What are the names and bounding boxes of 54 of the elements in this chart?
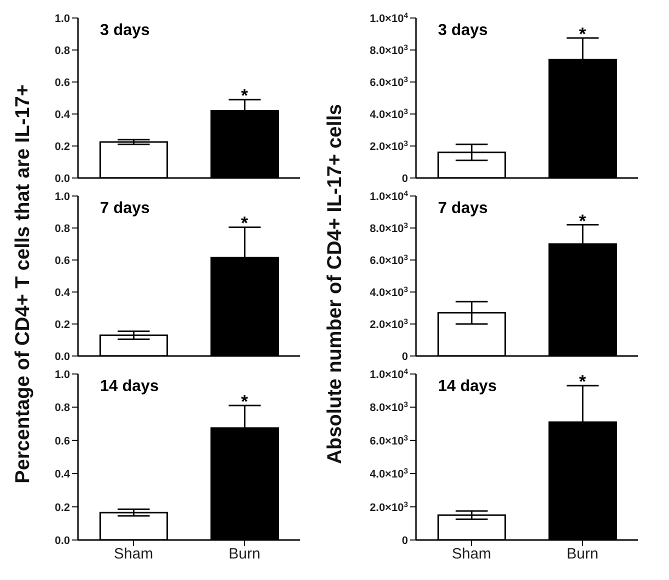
- annotation: *: [578, 24, 586, 44]
- y-tick-label: 0.0: [54, 351, 70, 363]
- y-tick-label: 0.4: [54, 287, 71, 299]
- chart-title: 7 days: [100, 200, 150, 218]
- y-tick-label: 1.0×10$^{4}$: [370, 366, 409, 381]
- y-tick-label: 0.2: [54, 502, 70, 514]
- y-tick-label: 1.0: [54, 13, 70, 25]
- annotation: *: [578, 210, 586, 231]
- y-tick-label: 0.2: [54, 141, 70, 153]
- y-tick-label: 2.0×10$^{3}$: [370, 138, 408, 153]
- y-tick-label: 4.0×10$^{3}$: [370, 106, 408, 121]
- y-tick-label: 1.0×10$^{4}$: [370, 188, 409, 203]
- y-tick-label: 0.6: [54, 435, 70, 448]
- y-tick-label: 0: [402, 351, 408, 363]
- annotation: *: [240, 213, 248, 234]
- x-tick-label: Burn: [566, 546, 598, 563]
- y-tick-label: 0.8: [54, 223, 70, 235]
- annotation: *: [240, 86, 248, 106]
- y-tick-label: 8.0×10$^{3}$: [370, 220, 408, 235]
- y-tick-label: 6.0×10$^{3}$: [370, 432, 408, 448]
- chart-title: 3 days: [100, 22, 150, 40]
- y-tick-label: 1.0: [54, 369, 70, 381]
- y-tick-label: 6.0×10$^{3}$: [370, 74, 408, 89]
- x-tick-label: Burn: [228, 546, 260, 563]
- y-tick-label: 8.0×10$^{3}$: [370, 400, 408, 414]
- x-tick-label: Sham: [452, 546, 492, 563]
- y-tick-label: 0.2: [54, 319, 70, 331]
- y-tick-label: 6.0×10$^{3}$: [370, 252, 408, 267]
- y-axis-title: Absolute number of CD4+ IL-17+ cells: [324, 104, 346, 464]
- y-tick-label: 4.0×10$^{3}$: [370, 284, 408, 299]
- y-tick-label: 0.0: [54, 535, 70, 547]
- y-tick-label: 2.0×10$^{3}$: [370, 499, 408, 514]
- chart-title: 7 days: [438, 200, 488, 218]
- y-tick-label: 0.4: [54, 109, 71, 121]
- y-tick-label: 0.8: [54, 45, 70, 57]
- y-tick-label: 0.0: [54, 173, 70, 185]
- y-axis-title: Percentage of CD4+ T cells that are IL-17+: [12, 84, 34, 484]
- y-tick-label: 2.0×10$^{3}$: [370, 316, 408, 331]
- chart-title: 14 days: [100, 378, 159, 396]
- y-tick-label: 1.0: [54, 191, 70, 203]
- y-tick-label: 0.4: [54, 468, 71, 481]
- y-tick-label: 4.0×10$^{3}$: [370, 466, 408, 481]
- annotation: *: [578, 372, 586, 392]
- chart-title: 14 days: [438, 378, 497, 396]
- y-tick-label: 1.0×10$^{4}$: [370, 10, 409, 25]
- annotation: *: [240, 392, 248, 412]
- y-tick-label: 0: [402, 173, 408, 185]
- y-tick-label: 0.6: [54, 77, 70, 89]
- y-tick-label: 8.0×10$^{3}$: [370, 42, 408, 57]
- chart-title: 3 days: [438, 22, 488, 40]
- y-tick-label: 0.8: [54, 402, 70, 414]
- y-tick-label: 0.6: [54, 255, 70, 267]
- y-tick-label: 0: [402, 535, 408, 547]
- x-tick-label: Sham: [114, 546, 154, 563]
